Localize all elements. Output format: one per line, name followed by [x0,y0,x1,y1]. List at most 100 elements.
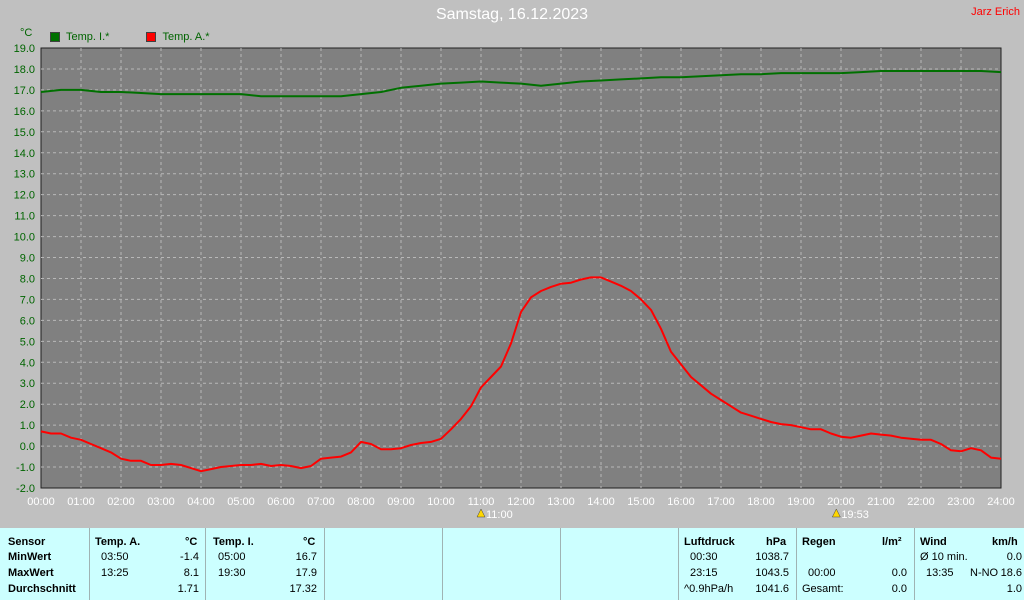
x-tick-label: 17:00 [707,496,735,508]
max-wind-time: 13:35 [926,567,954,579]
x-tick-label: 00:00 [27,496,55,508]
row-label-min: MinWert [8,551,52,563]
y-tick-label: 10.0 [14,232,35,244]
max-rain-time: 00:00 [808,567,836,579]
column-divider [796,528,797,600]
max-pressure-time: 23:15 [690,567,718,579]
header-temp-i: Temp. I. [213,536,254,548]
row-label-average: Durchschnitt [8,583,76,595]
y-tick-label: 2.0 [20,399,35,411]
pressure-trend: ^0.9hPa/h [684,583,734,595]
x-tick-label: 14:00 [587,496,615,508]
x-tick-label: 18:00 [747,496,775,508]
column-divider [324,528,325,600]
avg-temp-i-value: 17.32 [289,583,317,595]
wind-avg-value: 0.0 [1006,551,1022,563]
max-wind-direction: N-NO [970,567,999,579]
header-pressure: Luftdruck [684,536,735,548]
legend-label-temp-a: Temp. A.* [162,31,210,43]
header-temp-a: Temp. A. [95,536,141,548]
legend-label-temp-i: Temp. I.* [66,31,110,43]
series-line-temp-i [40,70,1002,98]
wind-avg-label: Ø 10 min. [920,551,968,563]
summary-table: Sensor Temp. A. °C Temp. I. °C Luftdruck… [0,528,1024,600]
sunrise-time-label: 11:00 [486,509,513,521]
x-tick-label: 07:00 [307,496,335,508]
x-tick-label: 19:00 [787,496,815,508]
y-tick-label: 17.0 [14,85,35,97]
avg-wind-value: 1.0 [1006,583,1022,595]
min-temp-i-value: 16.7 [295,551,317,563]
header-rain: Regen [802,536,836,548]
temperature-chart: -2.0 -1.0 0.0 1.0 2.0 3.0 4.0 5.0 6.0 7.0 8.0 9.0 10… [14,43,1015,521]
header-temp-i-unit: °C [303,536,316,548]
rain-total-value: 0.0 [891,583,907,595]
y-tick-label: -1.0 [16,462,35,474]
min-pressure-value: 1038.7 [755,551,789,563]
header-pressure-unit: hPa [766,536,787,548]
y-axis-unit: °C [20,27,33,39]
column-divider [89,528,90,600]
x-tick-label: 08:00 [347,496,375,508]
header-rain-unit: l/m² [882,536,902,548]
x-tick-label: 03:00 [147,496,175,508]
x-tick-label: 05:00 [227,496,255,508]
y-tick-label: 9.0 [20,253,35,265]
row-label-max: MaxWert [8,567,54,579]
x-tick-label: 13:00 [547,496,575,508]
legend-swatch-green [50,32,60,43]
y-tick-label: 15.0 [14,127,35,139]
min-pressure-time: 00:30 [690,551,718,563]
series-line-temp-a [40,276,1002,473]
min-temp-i-time: 05:00 [218,551,246,563]
y-tick-label: 5.0 [20,336,35,348]
y-tick-label: 12.0 [14,190,35,202]
y-tick-label: 0.0 [20,441,35,453]
x-tick-label: 02:00 [107,496,135,508]
y-tick-label: 7.0 [20,294,35,306]
y-tick-label: 8.0 [20,273,35,285]
x-tick-label: 20:00 [827,496,855,508]
rain-total-label: Gesamt: [802,583,844,595]
max-temp-i-time: 19:30 [218,567,246,579]
x-tick-label: 04:00 [187,496,215,508]
sunset-time-label: 19:53 [841,509,869,521]
legend: Temp. I.* Temp. A.* [50,31,244,43]
max-rain-value: 0.0 [891,567,907,579]
legend-item-temp-i[interactable]: Temp. I.* [50,31,109,43]
x-tick-label: 11:00 [468,496,495,508]
y-tick-label: 16.0 [14,106,35,118]
column-divider [560,528,561,600]
y-tick-label: 3.0 [20,378,35,390]
column-divider [442,528,443,600]
max-temp-i-value: 17.9 [295,567,317,579]
legend-item-temp-a[interactable]: Temp. A.* [146,31,210,43]
max-pressure-value: 1043.5 [755,567,789,579]
x-tick-label: 16:00 [667,496,695,508]
y-tick-label: 13.0 [14,169,35,181]
min-temp-a-time: 03:50 [101,551,129,563]
column-divider [678,528,679,600]
y-tick-label: 14.0 [14,148,35,160]
header-temp-a-unit: °C [185,536,198,548]
sunrise-icon [476,508,486,518]
x-tick-label: 10:00 [427,496,455,508]
chart-title: Samstag, 16.12.2023 [435,6,589,23]
x-tick-label: 22:00 [907,496,935,508]
x-tick-label: 12:00 [507,496,535,508]
header-sensor: Sensor [8,536,46,548]
header-wind: Wind [920,536,947,548]
author-label: Jarz Erich [971,6,1020,18]
x-tick-label: 06:00 [267,496,295,508]
header-wind-unit: km/h [992,536,1018,548]
y-tick-label: 19.0 [14,43,35,55]
max-wind-value: 18.6 [1000,567,1022,579]
max-temp-a-time: 13:25 [101,567,129,579]
y-tick-label: 1.0 [20,420,35,432]
y-tick-label: -2.0 [16,483,35,495]
x-tick-label: 24:00 [987,496,1015,508]
x-tick-label: 09:00 [387,496,415,508]
x-tick-label: 21:00 [867,496,895,508]
legend-swatch-red [146,32,157,43]
avg-pressure-value: 1041.6 [755,583,789,595]
